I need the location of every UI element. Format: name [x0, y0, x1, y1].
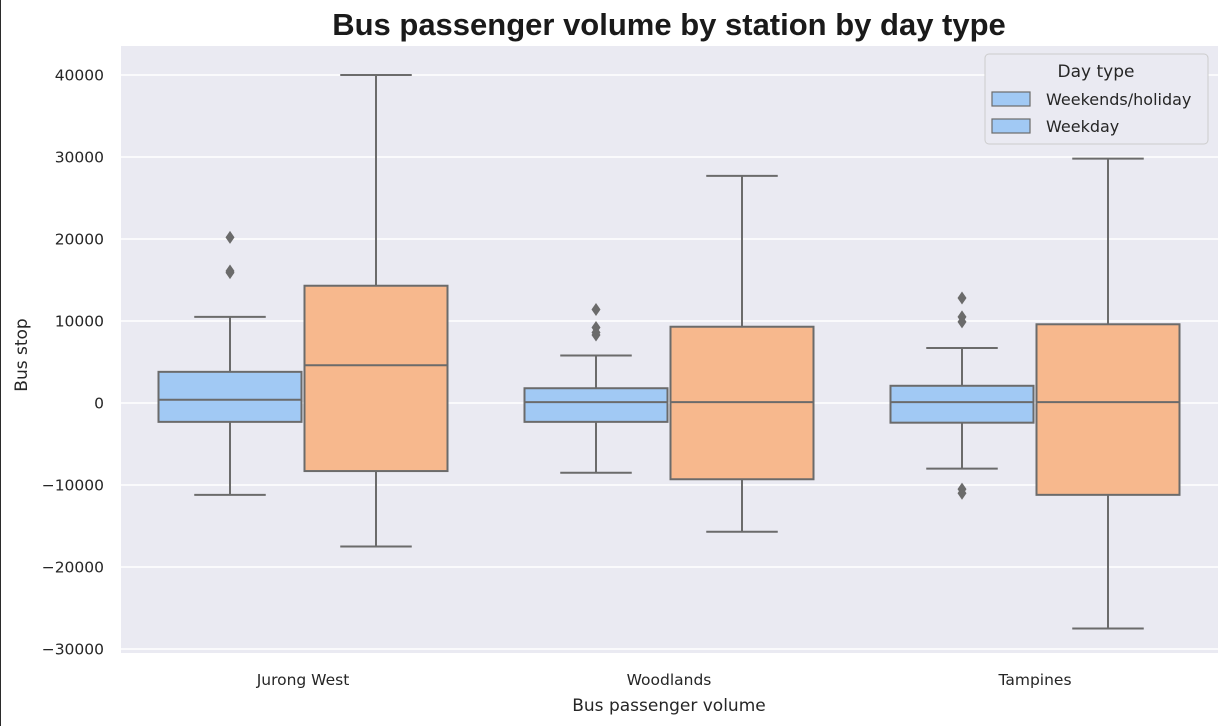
box-1-0 [303, 74, 449, 548]
outlier-point [591, 328, 601, 342]
iqr-box [1035, 323, 1181, 496]
box-1-1 [669, 174, 815, 533]
y-tick-labels: 40000 30000 20000 10000 0 −10000 −20000 −30000 [42, 67, 104, 659]
outlier-point [225, 230, 235, 244]
legend-label-weekends-holiday: Weekends/holiday [1046, 90, 1191, 109]
x-axis-label: Bus passenger volume [572, 696, 765, 716]
y-tick-label: 30000 [55, 149, 104, 167]
legend-label-weekday: Weekday [1046, 117, 1119, 136]
iqr-box [303, 284, 449, 473]
outlier-point [591, 303, 601, 317]
x-tick-label: Tampines [997, 671, 1071, 689]
outlier-point [957, 486, 967, 500]
legend-frame [984, 53, 1209, 145]
x-tick-label: Jurong West [256, 671, 350, 689]
box-0-2 [889, 291, 1035, 500]
y-tick-label: 40000 [55, 67, 104, 85]
y-tick-label: 20000 [55, 231, 104, 249]
y-tick-label: 10000 [55, 313, 104, 331]
iqr-box [157, 370, 303, 423]
y-axis-label: Bus stop [12, 318, 32, 391]
y-tick-label: −10000 [42, 477, 104, 495]
legend-swatch-weekday [991, 118, 1031, 134]
legend: Day type Weekends/holiday Weekday [984, 53, 1209, 145]
iqr-box [523, 387, 669, 423]
legend-swatch-weekends-holiday [991, 91, 1031, 107]
y-tick-label: −20000 [42, 559, 104, 577]
box-0-0 [157, 230, 303, 496]
outlier-point [225, 266, 235, 280]
y-tick-label: −30000 [42, 641, 104, 659]
outlier-point [957, 291, 967, 305]
box-0-1 [523, 303, 669, 474]
iqr-box [889, 384, 1035, 424]
chart-title: Bus passenger volume by station by day t… [332, 7, 1006, 42]
x-tick-label: Woodlands [627, 671, 712, 689]
box-group [157, 74, 1181, 630]
x-tick-labels: Jurong West Woodlands Tampines [256, 671, 1072, 689]
outlier-point [957, 315, 967, 329]
box-1-2 [1035, 157, 1181, 630]
legend-title: Day type [1058, 62, 1135, 82]
y-tick-label: 0 [94, 395, 104, 413]
